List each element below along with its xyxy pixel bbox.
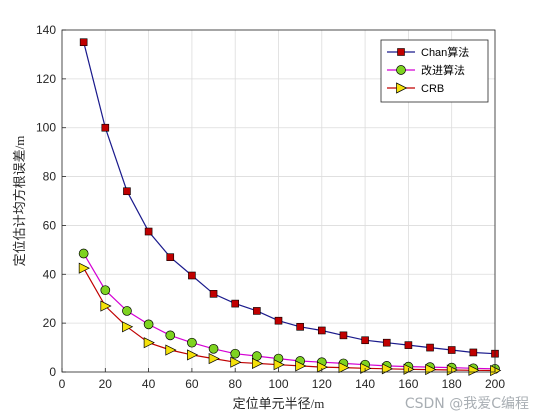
data-point <box>101 123 110 132</box>
data-point <box>382 338 391 347</box>
data-point <box>187 337 197 348</box>
y-tick-label: 40 <box>43 267 57 281</box>
data-point <box>144 227 153 236</box>
legend-item: CRB <box>387 82 444 95</box>
x-tick-label: 140 <box>355 377 375 391</box>
data-point <box>123 187 131 196</box>
y-tick-label: 80 <box>43 170 57 184</box>
x-tick-label: 40 <box>142 377 156 391</box>
data-point <box>274 316 283 325</box>
x-tick-label: 80 <box>229 377 243 391</box>
data-point <box>273 359 285 371</box>
x-axis-label: 定位单元半径/m <box>233 396 325 411</box>
data-point <box>469 348 478 357</box>
y-tick-label: 60 <box>43 218 57 232</box>
data-point <box>426 343 434 352</box>
data-point <box>122 321 134 333</box>
x-tick-label: 120 <box>312 377 332 391</box>
data-point <box>78 248 89 259</box>
legend-marker <box>396 82 408 94</box>
data-point <box>296 323 304 331</box>
y-axis-label: 定位估计均方根误差/m <box>12 136 27 267</box>
data-point <box>317 326 326 335</box>
series-1 <box>79 38 499 358</box>
y-tick-label: 20 <box>43 316 57 330</box>
x-tick-label: 100 <box>268 377 288 391</box>
data-point <box>361 336 369 345</box>
legend-label: Chan算法 <box>421 45 469 59</box>
data-point <box>187 349 199 361</box>
watermark: CSDN @我爱C编程 <box>404 396 529 412</box>
data-point <box>316 361 329 373</box>
tick-labels: 0 20 40 60 80 100 120 140 160 180 200 0 20 40 60 80 100 1… <box>36 23 505 391</box>
series-3 <box>78 262 502 377</box>
legend-label: CRB <box>421 83 444 95</box>
data-point <box>446 364 458 376</box>
y-tick-label: 120 <box>36 72 56 86</box>
data-point <box>447 346 456 354</box>
x-tick-label: 200 <box>485 377 505 391</box>
series-line <box>83 267 496 372</box>
data-point <box>143 319 154 330</box>
x-tick-label: 20 <box>99 377 113 391</box>
data-point <box>468 364 480 376</box>
y-tick-label: 100 <box>36 121 56 135</box>
x-tick-label: 180 <box>442 377 462 391</box>
legend-item: 改进算法 <box>387 63 465 77</box>
data-point <box>231 299 239 308</box>
data-point <box>230 348 241 359</box>
series-line <box>83 253 496 370</box>
data-point <box>381 363 394 375</box>
x-tick-label: 160 <box>398 377 418 391</box>
data-point <box>208 343 219 354</box>
data-point <box>230 356 242 368</box>
data-point <box>209 290 218 298</box>
series-layer <box>78 38 502 377</box>
y-tick-label: 140 <box>36 23 56 37</box>
data-point <box>490 364 502 377</box>
data-point <box>188 271 196 280</box>
legend-marker <box>396 65 406 75</box>
data-point <box>100 300 112 312</box>
data-point <box>143 337 155 349</box>
data-point <box>253 307 261 315</box>
data-point <box>78 262 90 274</box>
data-point <box>165 344 177 356</box>
data-point <box>166 253 175 261</box>
data-point <box>339 331 348 340</box>
data-point <box>100 285 111 296</box>
legend-item: Chan算法 <box>387 45 469 59</box>
data-point <box>165 330 176 341</box>
data-point <box>295 360 307 372</box>
legend-marker <box>397 48 405 56</box>
y-tick-label: 0 <box>49 365 56 379</box>
x-tick-label: 60 <box>185 377 199 391</box>
data-point <box>208 352 220 365</box>
data-point <box>122 306 132 316</box>
data-point <box>79 38 88 47</box>
legend-label: 改进算法 <box>421 63 465 77</box>
data-point <box>404 341 413 349</box>
data-point <box>360 362 372 374</box>
data-point <box>252 357 264 370</box>
x-tick-label: 0 <box>59 377 66 391</box>
data-point <box>338 362 350 374</box>
series-2 <box>78 248 500 374</box>
